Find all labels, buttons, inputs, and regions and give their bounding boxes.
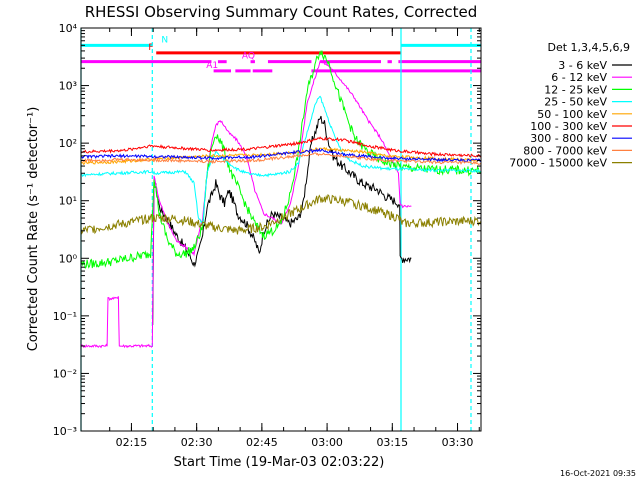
series-line-9 [80, 193, 482, 235]
legend-label: 100 - 300 keV [530, 120, 607, 133]
series-line-6 [80, 136, 482, 158]
series-line-8 [80, 152, 482, 165]
y-tick-label: 10⁻¹ [53, 310, 77, 323]
legend-label: 800 - 7000 keV [523, 144, 607, 157]
series-line-4 [80, 95, 482, 225]
series-line-7 [80, 147, 482, 163]
flag-label: AQ [242, 52, 255, 62]
x-tick-label: 02:30 [181, 436, 213, 449]
legend-label: 3 - 6 keV [558, 59, 607, 72]
x-tick-label: 03:15 [376, 436, 408, 449]
y-tick-label: 10³ [59, 80, 77, 93]
series-layer [80, 50, 482, 349]
date-stamp: 16-Oct-2021 09:35 [560, 469, 636, 478]
y-tick-label: 10⁻³ [53, 425, 77, 438]
legend-label: 12 - 25 keV [544, 83, 607, 96]
legend-label: 300 - 800 keV [530, 132, 607, 145]
y-axis-label: Corrected Count Rate (s⁻¹ detector⁻¹) [26, 107, 41, 352]
axes-layer: 10⁻³ 10⁻² 10⁻¹ 10⁰ 10¹ 10² 10³ 10⁴ 02:15 02:30 02:… [53, 22, 481, 449]
flag-label: A1 [206, 61, 218, 71]
x-tick-label: 03:00 [311, 436, 343, 449]
legend-label: 7000 - 15000 keV [509, 157, 607, 170]
plot-frame [80, 27, 482, 432]
y-tick-label: 10⁰ [59, 252, 78, 265]
x-tick-label: 02:15 [116, 436, 148, 449]
x-tick-label: 03:30 [442, 436, 474, 449]
legend-label: 6 - 12 keV [551, 71, 607, 84]
flags-layer: NF AQ A1 [81, 35, 481, 73]
flag-label: F [148, 43, 153, 53]
series-line-2 [80, 60, 412, 349]
series-line-5 [80, 146, 482, 166]
y-tick-label: 10⁻² [53, 367, 77, 380]
legend-label: 25 - 50 keV [544, 96, 607, 109]
legend-label: 50 - 100 keV [537, 108, 607, 121]
y-tick-label: 10⁴ [59, 22, 78, 35]
x-axis-label: Start Time (19-Mar-03 02:03:22) [174, 455, 385, 470]
flag-label: N [161, 35, 168, 45]
y-tick-label: 10² [59, 137, 77, 150]
chart-title: RHESSI Observing Summary Count Rates, Co… [85, 3, 478, 21]
legend-title: Det 1,3,4,5,6,9 [547, 41, 630, 54]
x-tick-label: 02:45 [246, 436, 278, 449]
y-tick-label: 10¹ [59, 195, 77, 208]
